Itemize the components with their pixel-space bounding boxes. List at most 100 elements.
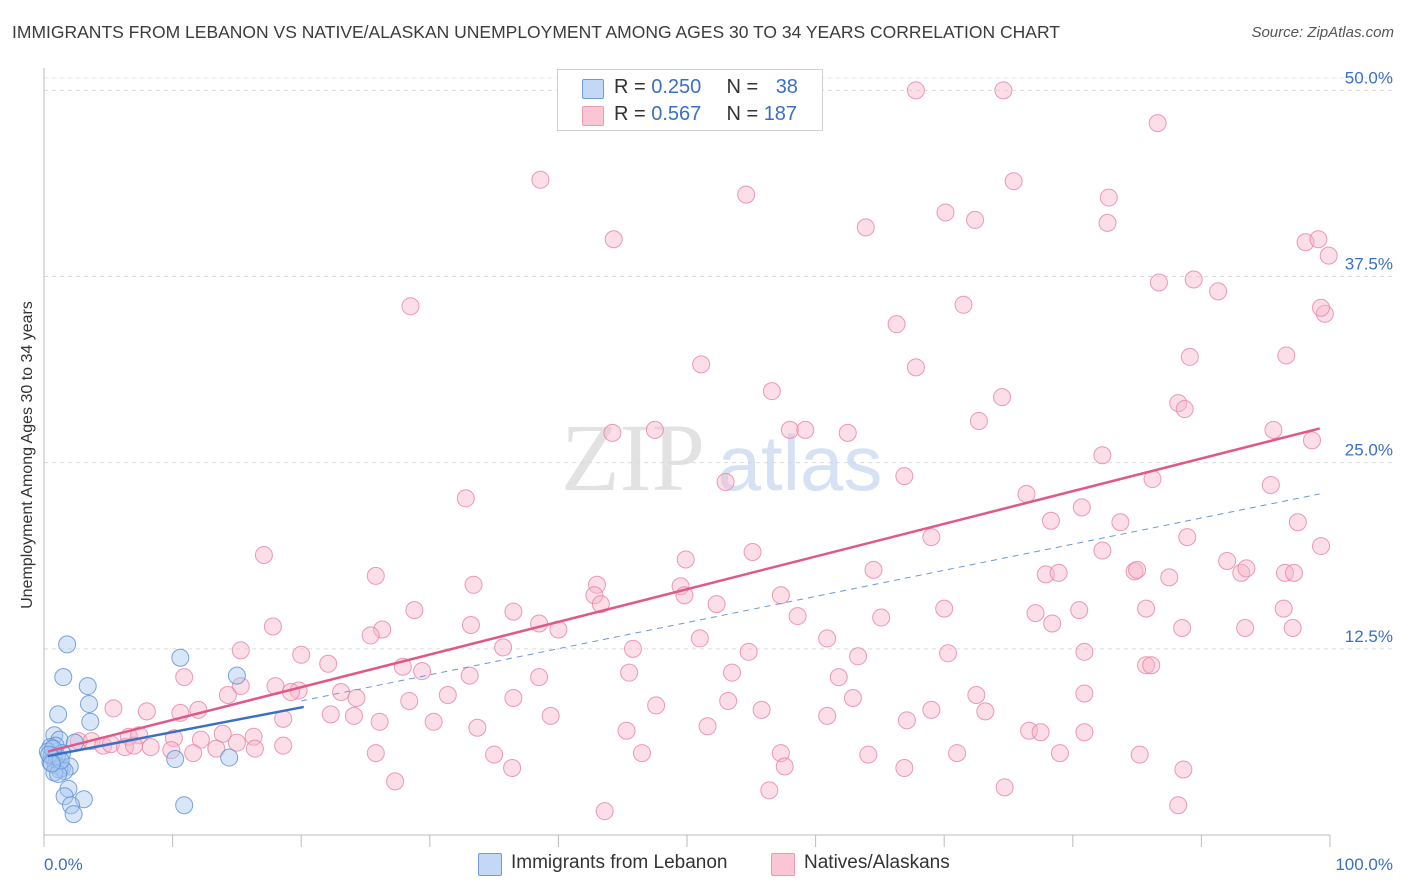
- y-tick-labels: 12.5% 25.0% 37.5% 50.0%: [1345, 68, 1393, 645]
- point-natives: [1169, 796, 1188, 815]
- point-lebanon: [58, 635, 77, 654]
- point-lebanon: [175, 796, 194, 815]
- point-natives: [698, 717, 717, 736]
- point-natives: [994, 81, 1013, 100]
- legend-r-label: R =: [614, 76, 652, 98]
- x-tick-labels: 0.0% 100.0%: [44, 855, 1393, 874]
- point-natives: [1237, 559, 1256, 578]
- point-natives: [595, 802, 614, 821]
- point-natives: [935, 599, 954, 618]
- point-natives: [438, 686, 457, 705]
- legend-swatch-lebanon: [582, 79, 604, 99]
- point-lebanon: [227, 666, 246, 685]
- point-natives: [603, 423, 622, 442]
- point-natives: [1178, 528, 1197, 547]
- trend-line-natives: [47, 427, 1321, 753]
- legend-r-value: 0.250: [651, 76, 702, 98]
- point-natives: [1137, 599, 1156, 618]
- point-natives: [231, 641, 250, 660]
- point-natives: [1175, 400, 1194, 419]
- point-natives: [191, 730, 210, 749]
- point-natives: [1311, 298, 1330, 317]
- point-natives: [939, 644, 958, 663]
- point-natives: [897, 711, 916, 730]
- x-tick-label: 100.0%: [1335, 855, 1393, 874]
- point-natives: [1284, 563, 1303, 582]
- point-lebanon: [49, 705, 68, 724]
- point-natives: [1302, 431, 1321, 450]
- point-natives: [370, 712, 389, 731]
- point-natives: [775, 757, 794, 776]
- trend-line-lebanon: [47, 705, 305, 758]
- point-lebanon: [54, 668, 73, 687]
- y-tick-label: 12.5%: [1345, 627, 1393, 646]
- point-natives: [321, 705, 340, 724]
- point-natives: [1004, 172, 1023, 191]
- point-natives: [456, 489, 475, 508]
- point-natives: [141, 738, 160, 757]
- point-natives: [967, 686, 986, 705]
- point-natives: [922, 528, 941, 547]
- point-natives: [461, 616, 480, 635]
- point-natives: [632, 744, 651, 763]
- legend-n-value: 38: [775, 76, 798, 98]
- point-natives: [692, 355, 711, 374]
- point-natives: [347, 688, 366, 707]
- point-natives: [752, 700, 771, 719]
- point-natives: [401, 297, 420, 316]
- point-natives: [175, 668, 194, 687]
- point-natives: [1311, 537, 1330, 556]
- point-natives: [366, 566, 385, 585]
- stats-legend: R = 0.250 N = 38 R = 0.567 N = 187: [557, 69, 823, 131]
- point-natives: [541, 706, 560, 725]
- y-tick-label: 50.0%: [1345, 68, 1393, 87]
- point-natives: [788, 607, 807, 626]
- point-natives: [292, 645, 311, 664]
- point-natives: [1277, 346, 1296, 365]
- point-natives: [617, 721, 636, 740]
- legend-n-label: N =: [726, 103, 764, 125]
- legend-n-value: 187: [763, 103, 798, 125]
- point-natives: [647, 696, 666, 715]
- point-natives: [137, 702, 156, 721]
- point-natives: [1070, 601, 1089, 620]
- point-natives: [645, 420, 664, 439]
- source-label: Source: ZipAtlas.com: [1251, 24, 1394, 41]
- point-natives: [995, 778, 1014, 797]
- point-natives: [690, 629, 709, 648]
- axes: [43, 68, 1331, 847]
- point-natives: [993, 388, 1012, 407]
- point-natives: [1075, 723, 1094, 742]
- trend-lines: [47, 427, 1321, 758]
- legend-r-label: R =: [614, 103, 652, 125]
- point-natives: [922, 700, 941, 719]
- point-natives: [504, 602, 523, 621]
- point-lebanon: [55, 787, 74, 806]
- point-natives: [620, 663, 639, 682]
- point-natives: [587, 575, 606, 594]
- point-lebanon: [220, 748, 239, 767]
- trend-extension-line: [301, 493, 1320, 702]
- point-natives: [1236, 618, 1255, 637]
- point-natives: [948, 744, 967, 763]
- point-natives: [864, 560, 883, 579]
- point-natives: [872, 608, 891, 627]
- point-natives: [856, 218, 875, 237]
- point-natives: [707, 595, 726, 614]
- point-natives: [771, 586, 790, 605]
- point-natives: [485, 745, 504, 764]
- point-natives: [716, 473, 735, 492]
- bottom-legend-label-lebanon: Immigrants from Lebanon: [511, 852, 728, 873]
- point-natives: [843, 688, 862, 707]
- point-lebanon: [171, 648, 190, 667]
- point-natives: [319, 654, 338, 673]
- point-natives: [1288, 513, 1307, 532]
- point-natives: [1111, 513, 1130, 532]
- legend-swatch-natives: [582, 106, 604, 126]
- point-natives: [1209, 282, 1228, 301]
- point-natives: [859, 745, 878, 764]
- point-natives: [460, 666, 479, 685]
- point-natives: [796, 420, 815, 439]
- point-natives: [760, 781, 779, 800]
